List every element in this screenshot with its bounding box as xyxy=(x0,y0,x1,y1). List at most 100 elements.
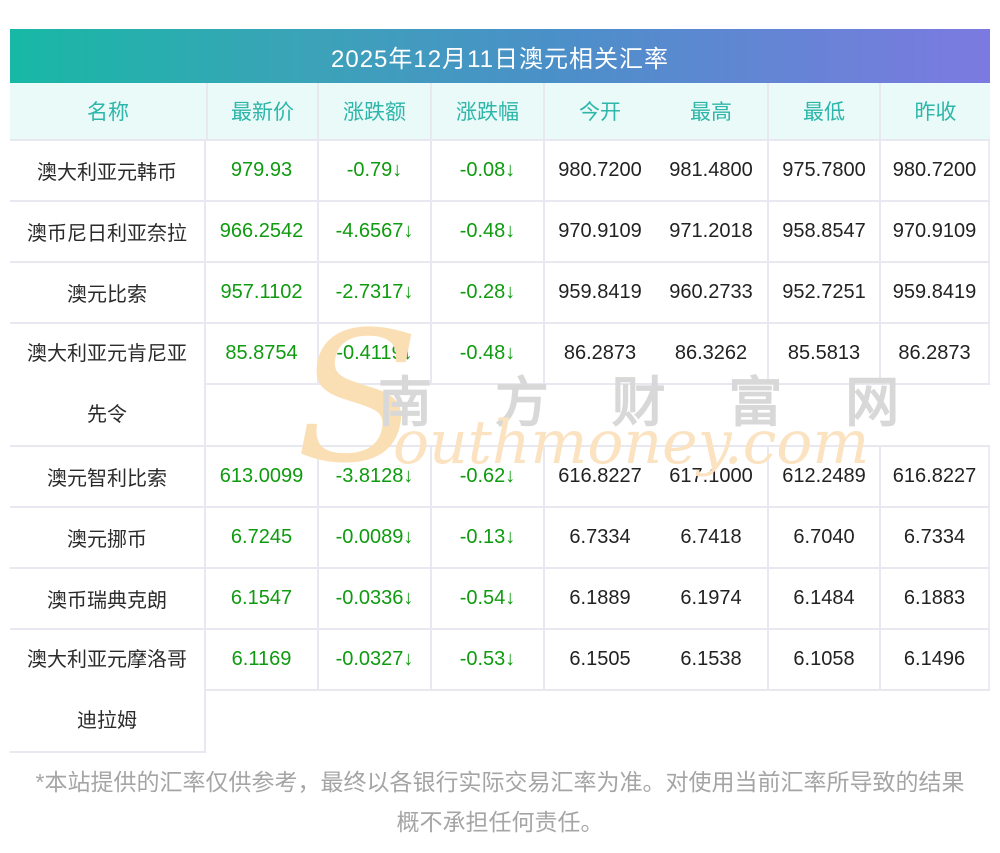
cell-prev-close: 616.8227 xyxy=(879,447,990,506)
row-values: 966.2542 -4.6567↓ -0.48↓ 970.9109 971.20… xyxy=(206,202,990,261)
cell-low: 85.5813 xyxy=(767,324,879,383)
column-header-change: 涨跌额 xyxy=(317,83,430,139)
cell-prev-close: 959.8419 xyxy=(879,263,990,322)
currency-name: 澳币瑞典克朗 xyxy=(10,569,206,628)
cell-high: 6.7418 xyxy=(680,526,742,548)
cell-change-amount: -4.6567↓ xyxy=(317,202,430,261)
cell-high: 86.3262 xyxy=(674,342,748,364)
cell-prev-close: 6.1883 xyxy=(879,569,990,628)
currency-name-line2: 迪拉姆 xyxy=(77,709,137,732)
cell-change-amount: -2.7317↓ xyxy=(317,263,430,322)
column-header-low: 最低 xyxy=(767,83,879,139)
currency-name-line1: 澳元挪币 xyxy=(67,529,147,551)
column-header-latest: 最新价 xyxy=(206,83,317,139)
row-values: 6.7245 -0.0089↓ -0.13↓ 6.7334 6.7418 6.7… xyxy=(206,508,990,567)
cell-prev-close: 980.7200 xyxy=(879,141,990,200)
cell-high: 971.2018 xyxy=(669,220,753,242)
cell-high: 981.4800 xyxy=(669,159,753,181)
cell-change-amount: -0.0089↓ xyxy=(317,508,430,567)
cell-today-open: 6.1505 xyxy=(543,630,655,689)
cell-change-amount: -0.79↓ xyxy=(317,141,430,200)
column-header-prev-close: 昨收 xyxy=(879,83,990,139)
row-values: 6.1547 -0.0336↓ -0.54↓ 6.1889 6.1974 6.1… xyxy=(206,569,990,628)
cell-latest-price: 613.0099 xyxy=(219,465,304,487)
cell-low: 6.1058 xyxy=(767,630,879,689)
row-values: 85.8754 -0.4119↓ -0.48↓ 86.2873 86.3262 … xyxy=(206,324,990,385)
cell-high: 960.2733 xyxy=(669,281,753,303)
table-row: 澳大利亚元摩洛哥 迪拉姆 6.1169 -0.0327↓ -0.53↓ 6.15… xyxy=(10,630,990,753)
cell-prev-close: 6.7334 xyxy=(879,508,990,567)
page-title: 2025年12月11日澳元相关汇率 xyxy=(331,45,669,73)
cell-high: 617.1000 xyxy=(669,465,753,487)
currency-name: 澳元比索 xyxy=(10,263,206,322)
currency-name-line1: 澳大利亚元肯尼亚 xyxy=(27,342,187,365)
title-bar: 2025年12月11日澳元相关汇率 xyxy=(10,29,990,83)
cell-prev-close: 86.2873 xyxy=(879,324,990,383)
cell-latest-price: 85.8754 xyxy=(225,342,298,364)
cell-change-amount: -0.4119↓ xyxy=(317,324,430,383)
table-row: 澳元比索 957.1102 -2.7317↓ -0.28↓ 959.8419 9… xyxy=(10,263,990,324)
exchange-rate-table: 名称 最新价 涨跌额 涨跌幅 今开 最高 最低 昨收 澳大利亚元韩币 979.9… xyxy=(10,83,990,753)
cell-change-percent: -0.54↓ xyxy=(430,569,543,628)
cell-change-amount: -0.0336↓ xyxy=(317,569,430,628)
currency-name: 澳币尼日利亚奈拉 xyxy=(10,202,206,261)
column-header-open: 今开 xyxy=(543,83,655,139)
cell-prev-close: 6.1496 xyxy=(879,630,990,689)
cell-latest-price: 6.7245 xyxy=(230,526,293,548)
cell-change-percent: -0.13↓ xyxy=(430,508,543,567)
disclaimer-line1: *本站提供的汇率仅供参考，最终以各银行实际交易汇率为准。对使用当前汇率所导致的结… xyxy=(35,769,965,795)
cell-latest-price: 979.93 xyxy=(230,159,293,181)
currency-name-line1: 澳元比索 xyxy=(67,284,147,306)
table-row: 澳币瑞典克朗 6.1547 -0.0336↓ -0.54↓ 6.1889 6.1… xyxy=(10,569,990,630)
cell-low: 6.1484 xyxy=(767,569,879,628)
table-row: 澳元挪币 6.7245 -0.0089↓ -0.13↓ 6.7334 6.741… xyxy=(10,508,990,569)
cell-change-amount: -3.8128↓ xyxy=(317,447,430,506)
currency-name-line1: 澳元智利比索 xyxy=(47,468,167,490)
currency-name: 澳元挪币 xyxy=(10,508,206,567)
table-row: 澳币尼日利亚奈拉 966.2542 -4.6567↓ -0.48↓ 970.91… xyxy=(10,202,990,263)
currency-name: 澳元智利比索 xyxy=(10,447,206,506)
row-values: 979.93 -0.79↓ -0.08↓ 980.7200 981.4800 9… xyxy=(206,141,990,200)
currency-name: 澳大利亚元肯尼亚 先令 xyxy=(10,324,206,445)
cell-today-open: 970.9109 xyxy=(543,202,655,261)
cell-change-percent: -0.28↓ xyxy=(430,263,543,322)
cell-latest-price: 6.1169 xyxy=(231,648,292,670)
disclaimer: *本站提供的汇率仅供参考，最终以各银行实际交易汇率为准。对使用当前汇率所导致的结… xyxy=(0,762,1000,842)
currency-name-line1: 澳大利亚元韩币 xyxy=(37,162,177,184)
cell-today-open: 959.8419 xyxy=(543,263,655,322)
currency-name: 澳大利亚元韩币 xyxy=(10,141,206,200)
table-row: 澳大利亚元肯尼亚 先令 85.8754 -0.4119↓ -0.48↓ 86.2… xyxy=(10,324,990,447)
cell-change-amount: -0.0327↓ xyxy=(317,630,430,689)
column-header-high: 最高 xyxy=(690,101,732,124)
cell-latest-price: 966.2542 xyxy=(219,220,304,242)
table-body: 澳大利亚元韩币 979.93 -0.79↓ -0.08↓ 980.7200 98… xyxy=(10,141,990,753)
cell-change-percent: -0.48↓ xyxy=(430,202,543,261)
cell-low: 952.7251 xyxy=(767,263,879,322)
cell-today-open: 6.7334 xyxy=(543,508,655,567)
currency-name: 澳大利亚元摩洛哥 迪拉姆 xyxy=(10,630,206,753)
row-values: 957.1102 -2.7317↓ -0.28↓ 959.8419 960.27… xyxy=(206,263,990,322)
currency-name-line1: 澳大利亚元摩洛哥 xyxy=(27,648,187,671)
cell-change-percent: -0.08↓ xyxy=(430,141,543,200)
row-values: 6.1169 -0.0327↓ -0.53↓ 6.1505 6.1538 6.1… xyxy=(206,630,990,691)
cell-high: 6.1974 xyxy=(680,587,742,609)
column-header-name: 名称 xyxy=(87,101,129,124)
cell-change-percent: -0.53↓ xyxy=(430,630,543,689)
cell-high: 6.1538 xyxy=(680,648,742,670)
cell-change-percent: -0.48↓ xyxy=(430,324,543,383)
cell-today-open: 6.1889 xyxy=(543,569,655,628)
cell-low: 612.2489 xyxy=(767,447,879,506)
row-values: 613.0099 -3.8128↓ -0.62↓ 616.8227 617.10… xyxy=(206,447,990,506)
currency-name-line2: 先令 xyxy=(87,403,127,426)
disclaimer-line2: 概不承担任何责任。 xyxy=(396,809,604,835)
cell-latest-price: 6.1547 xyxy=(230,587,293,609)
table-row: 澳元智利比索 613.0099 -3.8128↓ -0.62↓ 616.8227… xyxy=(10,447,990,508)
cell-low: 958.8547 xyxy=(767,202,879,261)
cell-prev-close: 970.9109 xyxy=(879,202,990,261)
table-row: 澳大利亚元韩币 979.93 -0.79↓ -0.08↓ 980.7200 98… xyxy=(10,141,990,202)
currency-name-line1: 澳币尼日利亚奈拉 xyxy=(27,223,187,245)
column-header-change-pct: 涨跌幅 xyxy=(430,83,543,139)
currency-name-line1: 澳币瑞典克朗 xyxy=(47,590,167,612)
cell-low: 975.7800 xyxy=(767,141,879,200)
cell-today-open: 86.2873 xyxy=(543,324,655,383)
